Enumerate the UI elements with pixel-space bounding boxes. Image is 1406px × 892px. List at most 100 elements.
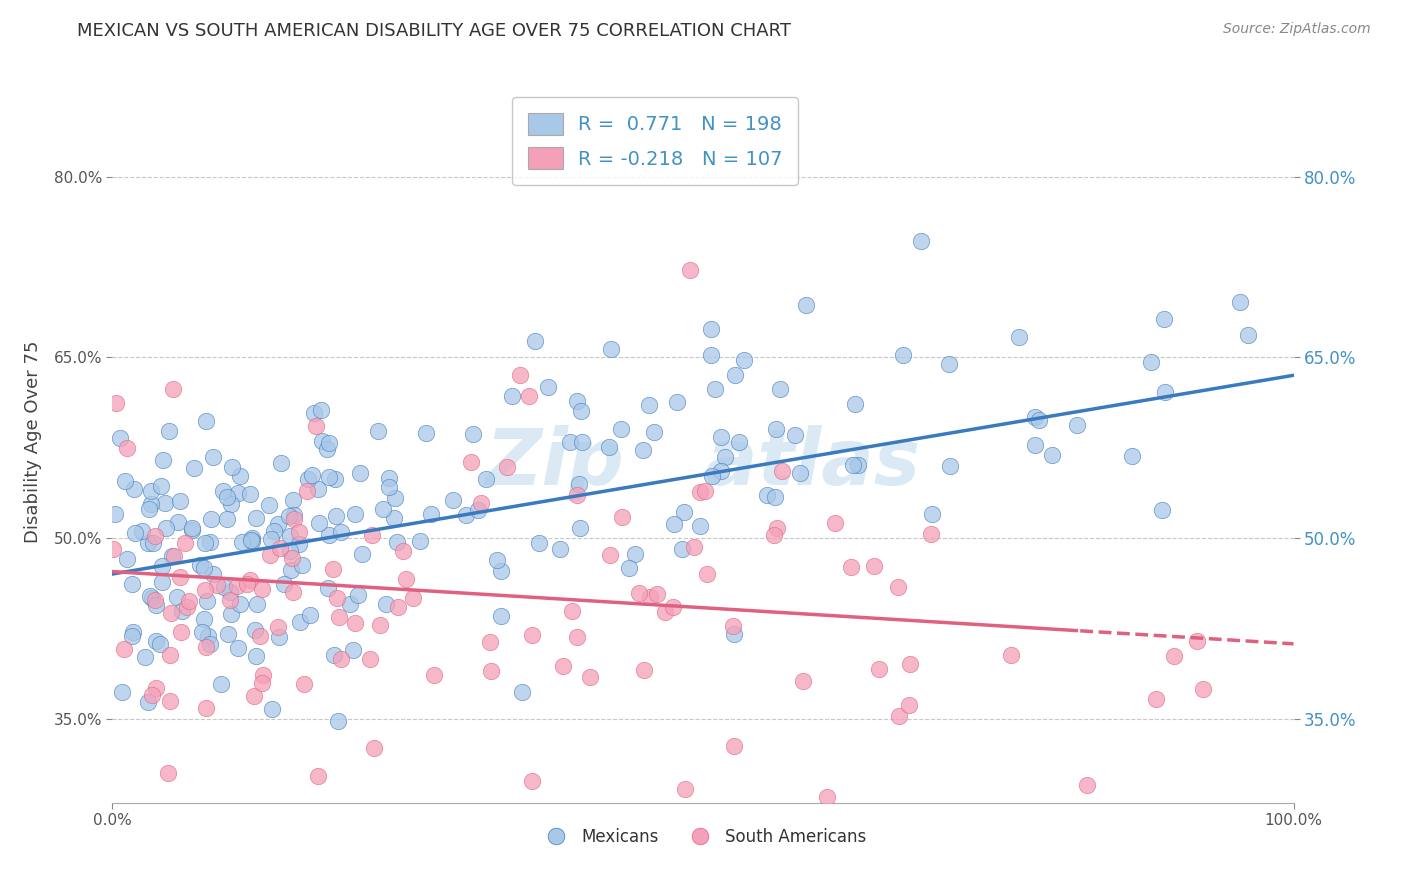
Point — [654, 605, 676, 619]
Point — [481, 664, 503, 678]
Point — [350, 547, 373, 561]
Point — [392, 544, 415, 558]
Point — [267, 630, 290, 644]
Point — [278, 529, 301, 543]
Point — [548, 541, 571, 556]
Point — [460, 455, 482, 469]
Point — [846, 458, 869, 472]
Point — [145, 681, 167, 695]
Point — [246, 597, 269, 611]
Point — [517, 389, 540, 403]
Point — [470, 496, 492, 510]
Point — [467, 503, 489, 517]
Point — [166, 516, 188, 530]
Point — [571, 434, 593, 449]
Point — [710, 465, 733, 479]
Point — [252, 668, 274, 682]
Point — [160, 606, 183, 620]
Point — [527, 536, 550, 550]
Point — [328, 714, 350, 728]
Point — [245, 648, 267, 663]
Point — [1140, 355, 1163, 369]
Point — [138, 501, 160, 516]
Point — [344, 615, 367, 630]
Point — [157, 425, 180, 439]
Point — [228, 468, 250, 483]
Point — [142, 536, 165, 550]
Point — [163, 549, 186, 563]
Point — [551, 658, 574, 673]
Point — [114, 474, 136, 488]
Point — [138, 536, 160, 550]
Point — [209, 677, 232, 691]
Point — [489, 565, 512, 579]
Point — [373, 502, 395, 516]
Point — [143, 528, 166, 542]
Point — [1153, 312, 1175, 326]
Point — [1028, 412, 1050, 426]
Point — [195, 594, 218, 608]
Point — [359, 652, 381, 666]
Point — [217, 627, 239, 641]
Point — [250, 676, 273, 690]
Point — [702, 469, 724, 483]
Point — [108, 431, 131, 445]
Point — [202, 566, 225, 581]
Point — [1000, 648, 1022, 663]
Point — [862, 558, 884, 573]
Point — [567, 630, 589, 644]
Point — [409, 534, 432, 549]
Point — [792, 674, 814, 689]
Point — [765, 491, 787, 505]
Point — [131, 524, 153, 538]
Text: Zip   atlas: Zip atlas — [485, 425, 921, 501]
Point — [769, 382, 792, 396]
Point — [733, 353, 755, 368]
Point — [260, 532, 283, 546]
Point — [197, 629, 219, 643]
Point — [194, 535, 217, 549]
Point — [1144, 691, 1167, 706]
Point — [367, 424, 389, 438]
Point — [307, 769, 329, 783]
Point — [231, 535, 253, 549]
Point — [150, 559, 173, 574]
Point — [610, 510, 633, 524]
Point — [301, 467, 323, 482]
Point — [139, 589, 162, 603]
Point — [501, 389, 523, 403]
Point — [420, 507, 443, 521]
Point — [938, 357, 960, 371]
Point — [176, 599, 198, 614]
Point — [160, 549, 183, 563]
Point — [565, 488, 588, 502]
Point — [815, 789, 838, 804]
Point — [342, 643, 364, 657]
Point — [239, 487, 262, 501]
Point — [219, 592, 242, 607]
Point — [664, 516, 686, 531]
Point — [250, 582, 273, 596]
Point — [394, 572, 416, 586]
Point — [679, 262, 702, 277]
Point — [1185, 634, 1208, 648]
Point — [141, 484, 163, 499]
Point — [423, 667, 446, 681]
Point — [297, 472, 319, 486]
Point — [509, 368, 531, 382]
Point — [198, 535, 221, 549]
Point — [169, 494, 191, 508]
Point — [141, 591, 163, 605]
Point — [221, 459, 243, 474]
Point — [257, 498, 280, 512]
Point — [325, 508, 347, 523]
Point — [122, 625, 145, 640]
Point — [610, 422, 633, 436]
Point — [177, 594, 200, 608]
Point — [200, 636, 222, 650]
Point — [121, 576, 143, 591]
Point — [645, 587, 668, 601]
Point — [228, 597, 250, 611]
Point — [134, 649, 156, 664]
Point — [599, 548, 621, 562]
